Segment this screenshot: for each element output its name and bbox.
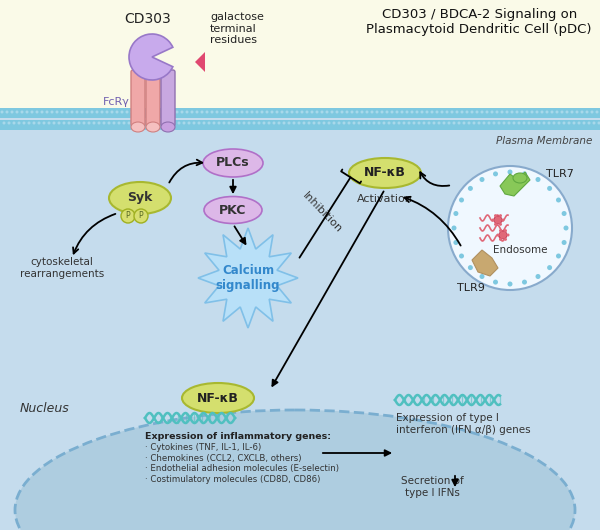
Circle shape [272, 121, 275, 125]
Circle shape [452, 121, 455, 125]
Circle shape [431, 110, 433, 113]
Circle shape [459, 253, 464, 259]
FancyBboxPatch shape [146, 70, 160, 126]
Circle shape [133, 121, 136, 125]
Circle shape [275, 110, 278, 113]
Circle shape [406, 110, 409, 113]
Circle shape [182, 121, 185, 125]
Circle shape [479, 177, 485, 182]
Circle shape [572, 121, 575, 125]
Circle shape [5, 110, 8, 113]
Circle shape [235, 110, 239, 113]
Circle shape [50, 110, 53, 113]
Circle shape [413, 121, 415, 125]
Circle shape [557, 121, 560, 125]
Circle shape [313, 121, 316, 125]
Circle shape [76, 110, 79, 113]
Circle shape [152, 121, 155, 125]
Circle shape [499, 229, 502, 232]
Circle shape [502, 218, 505, 222]
Circle shape [500, 110, 503, 113]
Text: cytoskeletal
rearrangements: cytoskeletal rearrangements [20, 257, 104, 279]
Circle shape [482, 121, 485, 125]
Circle shape [176, 110, 179, 113]
Circle shape [208, 121, 211, 125]
Circle shape [562, 240, 566, 245]
Circle shape [196, 110, 199, 113]
Ellipse shape [161, 122, 175, 132]
Circle shape [271, 110, 274, 113]
Circle shape [496, 110, 499, 113]
Circle shape [131, 110, 133, 113]
Circle shape [401, 110, 404, 113]
Circle shape [443, 121, 445, 125]
Circle shape [346, 110, 349, 113]
Circle shape [107, 121, 110, 125]
Circle shape [253, 121, 256, 125]
Circle shape [170, 110, 173, 113]
Circle shape [459, 198, 464, 202]
Circle shape [511, 110, 514, 113]
Circle shape [388, 121, 391, 125]
Circle shape [499, 223, 502, 226]
Circle shape [526, 110, 529, 113]
Circle shape [494, 223, 497, 226]
Text: CD303: CD303 [125, 12, 172, 26]
Text: Secretion of
type I IFNs: Secretion of type I IFNs [401, 476, 463, 498]
Text: TLR7: TLR7 [546, 169, 574, 179]
Circle shape [106, 110, 109, 113]
Circle shape [191, 110, 193, 113]
Circle shape [1, 110, 4, 113]
FancyBboxPatch shape [0, 108, 600, 530]
Circle shape [187, 121, 191, 125]
Circle shape [593, 121, 595, 125]
Circle shape [337, 121, 341, 125]
Circle shape [92, 121, 95, 125]
Circle shape [504, 229, 507, 232]
Circle shape [522, 280, 527, 285]
Ellipse shape [131, 122, 145, 132]
Text: Expression of type I
interferon (IFN α/β) genes: Expression of type I interferon (IFN α/β… [396, 413, 530, 435]
Circle shape [332, 121, 335, 125]
Circle shape [128, 121, 131, 125]
Circle shape [436, 110, 439, 113]
Circle shape [173, 121, 176, 125]
Circle shape [487, 121, 491, 125]
Circle shape [58, 121, 61, 125]
Circle shape [301, 110, 304, 113]
Circle shape [281, 110, 284, 113]
Circle shape [451, 110, 454, 113]
Circle shape [358, 121, 361, 125]
Circle shape [493, 171, 498, 176]
Circle shape [16, 110, 19, 113]
Circle shape [95, 110, 98, 113]
Circle shape [61, 110, 64, 113]
Circle shape [553, 121, 556, 125]
FancyBboxPatch shape [0, 108, 600, 118]
Circle shape [163, 121, 166, 125]
Text: PLCs: PLCs [216, 156, 250, 170]
Circle shape [497, 234, 499, 236]
Circle shape [470, 110, 473, 113]
FancyBboxPatch shape [161, 70, 175, 126]
Circle shape [505, 110, 509, 113]
Circle shape [568, 121, 571, 125]
Circle shape [410, 110, 413, 113]
Circle shape [140, 110, 143, 113]
Circle shape [418, 121, 421, 125]
Circle shape [241, 110, 244, 113]
Circle shape [215, 110, 218, 113]
Circle shape [386, 110, 389, 113]
Circle shape [415, 110, 419, 113]
Circle shape [380, 110, 383, 113]
Circle shape [437, 121, 440, 125]
Circle shape [583, 121, 586, 125]
Circle shape [491, 110, 493, 113]
Circle shape [598, 121, 600, 125]
Circle shape [560, 110, 563, 113]
Circle shape [481, 110, 484, 113]
Circle shape [121, 209, 135, 223]
Circle shape [242, 121, 245, 125]
FancyBboxPatch shape [131, 70, 145, 126]
